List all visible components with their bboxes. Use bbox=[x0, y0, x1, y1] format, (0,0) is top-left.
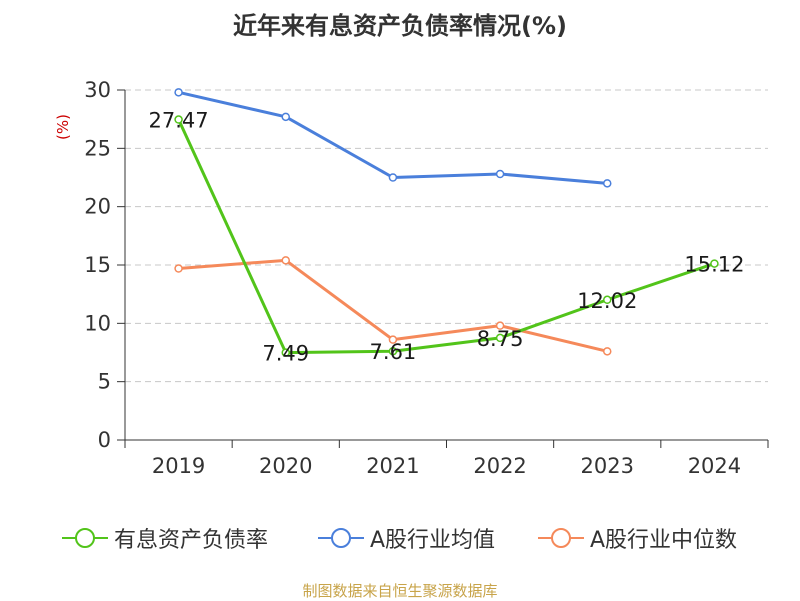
data-point bbox=[174, 88, 183, 97]
data-point bbox=[174, 115, 183, 124]
series-line bbox=[178, 90, 608, 185]
legend-item[interactable]: 有息资产负债率 bbox=[62, 518, 268, 558]
grid-lines bbox=[125, 89, 768, 383]
data-point bbox=[281, 256, 290, 265]
data-point bbox=[388, 335, 398, 344]
legend: 有息资产负债率 A股行业均值 A股行业中位数 bbox=[0, 518, 800, 558]
data-label: 7.49 bbox=[262, 342, 309, 366]
legend-item[interactable]: A股行业均值 bbox=[318, 518, 495, 558]
data-point bbox=[603, 347, 612, 356]
x-tick-label: 2022 bbox=[473, 454, 526, 478]
data-point bbox=[388, 173, 398, 182]
x-tick-label: 2020 bbox=[259, 454, 312, 478]
legend-marker-icon bbox=[538, 528, 584, 548]
legend-marker-icon bbox=[62, 528, 108, 548]
x-tick-label: 2021 bbox=[366, 454, 419, 478]
data-label: 15.12 bbox=[684, 253, 744, 277]
data-labels: 27.47 7.49 7.61 8.75 12.02 15.12 bbox=[149, 109, 745, 366]
data-point bbox=[281, 112, 290, 122]
data-point bbox=[710, 259, 719, 268]
legend-label: A股行业中位数 bbox=[590, 528, 738, 553]
x-tick-label: 2024 bbox=[688, 454, 741, 478]
axes: 0 5 10 15 20 25 30 (%) 2019 2020 2021 2022 2023 2024 bbox=[54, 78, 769, 478]
legend-label: 有息资产负债率 bbox=[114, 528, 269, 553]
legend-label: A股行业均值 bbox=[370, 528, 496, 553]
data-label: 27.47 bbox=[149, 109, 209, 133]
data-point bbox=[603, 295, 612, 305]
chart-title: 近年来有息资产负债率情况(%) bbox=[233, 12, 567, 40]
data-point bbox=[495, 333, 505, 343]
y-axis-unit-label: (%) bbox=[54, 114, 72, 140]
data-point bbox=[388, 346, 398, 356]
series-lines bbox=[174, 88, 719, 357]
legend-marker-icon bbox=[318, 528, 364, 548]
legend-item[interactable]: A股行业中位数 bbox=[538, 518, 737, 558]
x-tick-label: 2023 bbox=[581, 454, 634, 478]
data-point bbox=[281, 348, 290, 357]
y-tick-label: 20 bbox=[84, 195, 111, 219]
y-tick-label: 0 bbox=[98, 428, 111, 452]
y-tick-label: 5 bbox=[98, 370, 111, 394]
y-tick-label: 30 bbox=[84, 78, 111, 102]
data-point bbox=[174, 264, 183, 273]
data-point bbox=[495, 169, 505, 179]
y-tick-label: 15 bbox=[84, 253, 111, 277]
series-line bbox=[177, 118, 715, 355]
data-point bbox=[495, 321, 505, 330]
data-label: 8.75 bbox=[477, 327, 524, 351]
source-note: 制图数据来自恒生聚源数据库 bbox=[302, 582, 498, 600]
x-tick-label: 2019 bbox=[152, 454, 205, 478]
data-label: 7.61 bbox=[370, 340, 417, 364]
data-label: 12.02 bbox=[577, 289, 637, 313]
y-tick-label: 25 bbox=[84, 136, 111, 160]
data-point bbox=[603, 179, 612, 188]
y-tick-label: 10 bbox=[84, 311, 111, 335]
